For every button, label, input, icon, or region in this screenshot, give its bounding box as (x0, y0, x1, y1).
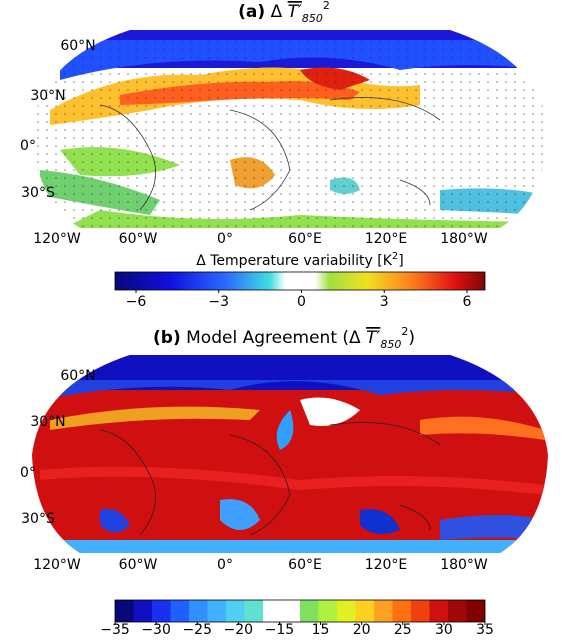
colorbar-cell (115, 600, 134, 622)
title-sub: 850 (302, 12, 323, 25)
lon-label: 60°W (119, 557, 158, 573)
lon-label: 120°E (365, 557, 408, 573)
colorbar-tick-label: −30 (141, 622, 171, 638)
colorbar-tick-label: 30 (435, 622, 453, 638)
colorbar-tick-label: −20 (224, 622, 254, 638)
colorbar-cell (337, 600, 356, 622)
colorbar-cell (374, 600, 393, 622)
colorbar-tick-label: 20 (353, 622, 371, 638)
lon-label: 120°W (33, 557, 81, 573)
colorbar-cell (355, 600, 375, 622)
colorbar-tick-label: −35 (100, 622, 130, 638)
colorbar-cell (170, 600, 190, 622)
lat-label: 30°N (30, 414, 65, 430)
lat-label: 60°N (60, 368, 95, 384)
lat-label: 0° (20, 138, 36, 154)
lat-label: 30°S (21, 185, 55, 201)
title-var: T′ (366, 328, 380, 348)
colorbar-b (114, 599, 486, 623)
colorbar-label: Δ Temperature variability [K2] (196, 251, 404, 269)
lon-label: 60°E (288, 557, 322, 573)
colorbar-cell (392, 600, 412, 622)
lon-label: 120°E (365, 231, 408, 247)
panel-title: (a) Δ T′8502 (238, 0, 330, 25)
lat-label: 30°N (30, 88, 65, 104)
title-text: Model Agreement (Δ (186, 328, 361, 348)
lon-label: 120°W (33, 231, 81, 247)
colorbar-tick-label: −6 (126, 294, 147, 310)
colorbar-cell (429, 600, 449, 622)
colorbar-tick-label: 35 (476, 622, 494, 638)
title-sub: 850 (380, 338, 401, 351)
colorbar-tick-label: −15 (265, 622, 295, 638)
colorbar-cell (152, 600, 171, 622)
colorbar-frame (114, 599, 486, 623)
lon-label: 180°W (440, 557, 488, 573)
colorbar-label-text: Δ Temperature variability [K (196, 253, 392, 269)
colorbar-label-sup: 2 (392, 251, 398, 262)
colorbar-cell (281, 600, 301, 622)
title-sup: 2 (323, 0, 330, 12)
colorbar-cell (318, 600, 338, 622)
panel-label: (b) (153, 328, 181, 348)
lon-label: 60°W (119, 231, 158, 247)
colorbar-a (114, 271, 486, 291)
title-var: T′ (288, 2, 302, 22)
colorbar-cell (133, 600, 153, 622)
lat-label: 0° (20, 465, 36, 481)
lon-label: 60°E (288, 231, 322, 247)
title-text: Δ (271, 2, 283, 22)
colorbar-tick-label: −3 (208, 294, 229, 310)
colorbar-tick-label: −25 (182, 622, 212, 638)
colorbar-cell (448, 600, 467, 622)
lon-label: 180°W (440, 231, 488, 247)
colorbar-cell (466, 600, 486, 622)
colorbar-cell (263, 600, 282, 622)
lat-label: 60°N (60, 38, 95, 54)
colorbar-tick-label: 3 (380, 294, 389, 310)
colorbar-tick-label: 0 (297, 294, 306, 310)
colorbar-tick-label: 6 (463, 294, 472, 310)
colorbar-cell (189, 600, 208, 622)
lon-label: 0° (217, 231, 233, 247)
colorbar-tick-label: 25 (394, 622, 412, 638)
map-a (32, 30, 548, 228)
title-sup: 2 (401, 325, 408, 338)
colorbar-cell (207, 600, 227, 622)
title-suffix: ) (408, 328, 415, 348)
colorbar-cell (411, 600, 430, 622)
colorbar-cell (300, 600, 319, 622)
panel-label: (a) (238, 2, 265, 22)
lat-label: 30°S (21, 511, 55, 527)
colorbar-cell (226, 600, 245, 622)
map-b (32, 355, 548, 553)
colorbar-tick-label: 15 (312, 622, 330, 638)
lon-label: 0° (217, 557, 233, 573)
colorbar-label-end: ] (398, 253, 403, 269)
panel-title: (b) Model Agreement (Δ T′8502) (153, 325, 415, 351)
colorbar-cell (244, 600, 264, 622)
